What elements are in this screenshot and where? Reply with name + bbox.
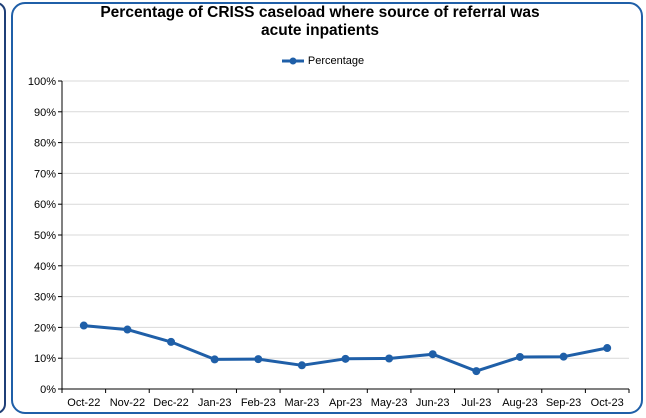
data-point	[79, 321, 88, 330]
data-point	[428, 350, 437, 359]
chart-title: Percentage of CRISS caseload where sourc…	[60, 4, 580, 40]
x-tick-label: Dec-22	[153, 397, 188, 409]
legend-line-marker-icon	[281, 57, 304, 65]
y-tick-label: 40%	[34, 261, 56, 273]
chart-legend: Percentage	[0, 55, 646, 69]
x-tick-label: Oct-22	[67, 397, 100, 409]
data-point	[559, 352, 568, 361]
data-point	[603, 344, 612, 353]
x-tick-label: Jan-23	[198, 397, 232, 409]
y-tick-label: 20%	[34, 322, 56, 334]
data-point	[254, 355, 263, 364]
x-tick-label: Aug-23	[502, 397, 537, 409]
y-tick-label: 90%	[34, 107, 56, 119]
x-tick-label: May-23	[371, 397, 408, 409]
legend-item-percentage: Percentage	[281, 55, 365, 67]
data-point	[210, 355, 219, 364]
y-tick-label: 60%	[34, 199, 56, 211]
chart-title-line-1: Percentage of CRISS caseload where sourc…	[100, 4, 540, 21]
y-tick-label: 0%	[40, 384, 56, 396]
data-point	[297, 361, 306, 370]
data-point	[472, 367, 481, 376]
x-tick-label: Apr-23	[329, 397, 362, 409]
y-tick-label: 70%	[34, 168, 56, 180]
data-point	[167, 337, 176, 346]
x-tick-label: Sep-23	[546, 397, 581, 409]
x-tick-label: Jul-23	[461, 397, 491, 409]
data-point	[341, 354, 350, 363]
x-tick-label: Feb-23	[241, 397, 276, 409]
x-tick-label: Mar-23	[284, 397, 319, 409]
y-tick-label: 100%	[28, 76, 56, 88]
x-tick-label: Nov-22	[110, 397, 145, 409]
chart-container	[11, 2, 643, 414]
y-tick-label: 80%	[34, 138, 56, 150]
y-tick-label: 50%	[34, 230, 56, 242]
series-line	[83, 324, 608, 373]
y-tick-label: 30%	[34, 292, 56, 304]
data-point	[385, 354, 394, 363]
y-tick-label: 10%	[34, 353, 56, 365]
x-tick-label: Oct-23	[591, 397, 624, 409]
data-point	[515, 352, 524, 361]
chart-title-line-2: acute inpatients	[261, 22, 379, 39]
legend-label: Percentage	[307, 55, 365, 67]
data-point	[123, 325, 132, 334]
x-tick-label: Jun-23	[416, 397, 450, 409]
